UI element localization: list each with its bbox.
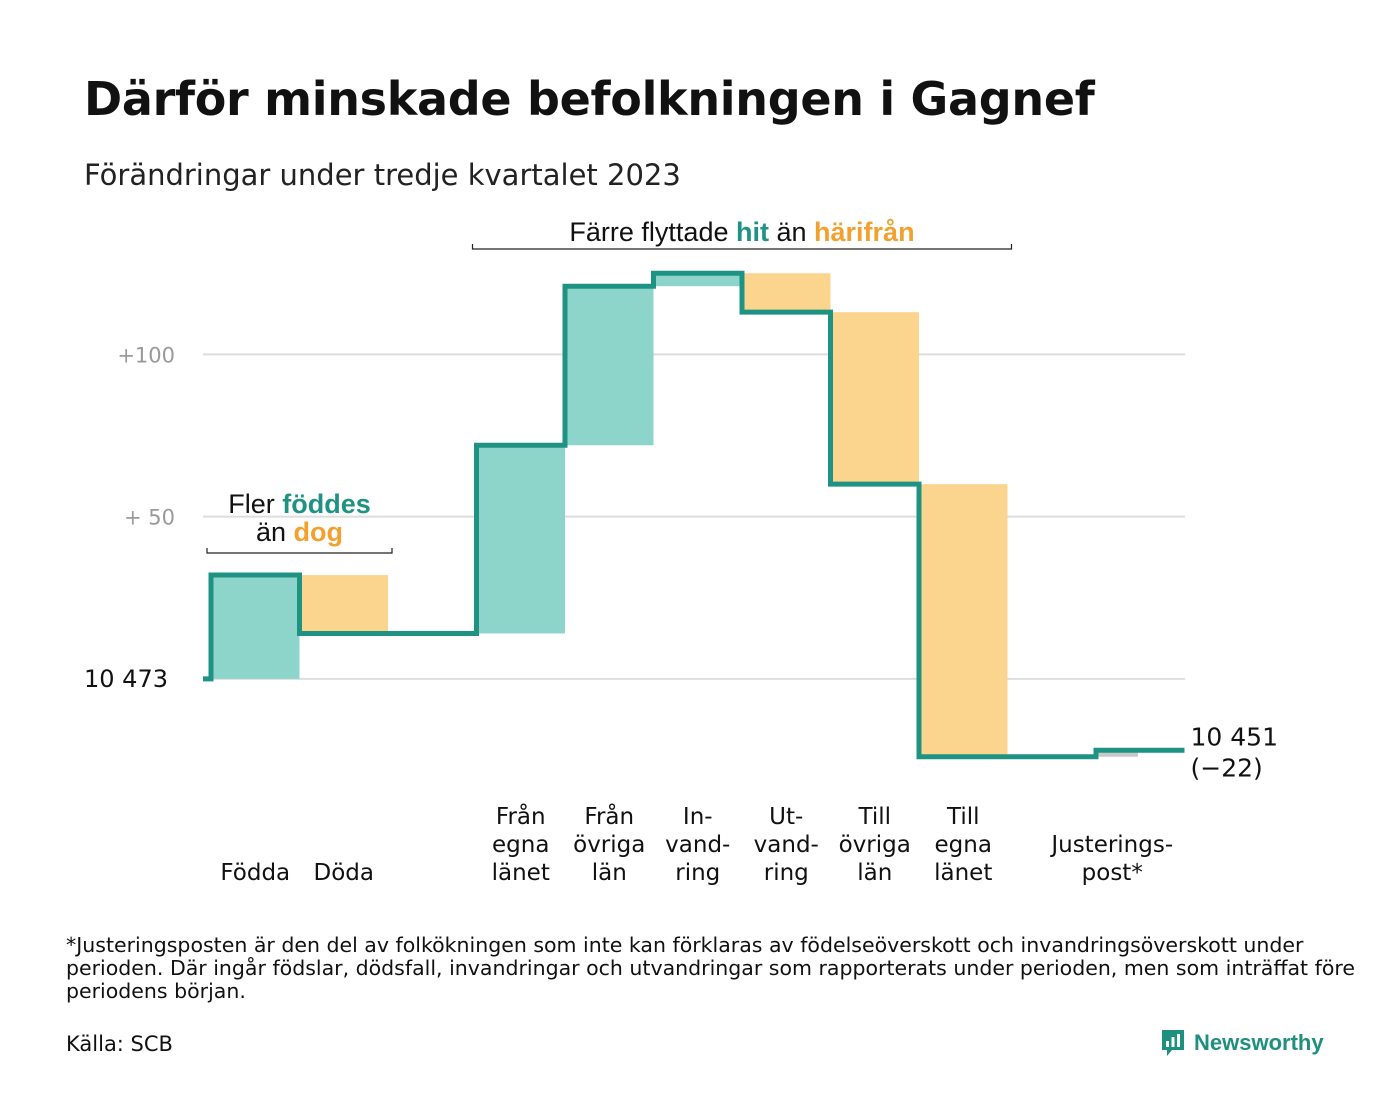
category-label: Ut-vand-ring [754,804,819,886]
end-value-label: 10 451 [1191,722,1278,751]
page-title: Därför minskade befolkningen i Gagnef [84,72,1095,126]
waterfall-bar [1096,750,1138,757]
annotation-bracket [471,244,1013,250]
annotation-births-line1: Fler föddes [228,489,371,519]
category-label: In-vand-ring [665,804,730,886]
waterfall-bar [565,286,654,446]
category-label: Från egna länet [492,802,550,886]
brand-name: Newsworthy [1194,1030,1324,1055]
category-label: Från övriga län [573,802,645,886]
waterfall-bar [476,445,565,634]
waterfall-bar [299,575,388,634]
waterfall-bar [919,484,1008,757]
category-label: Döda [314,860,374,886]
waterfall-bar [742,273,831,313]
brand[interactable]: Newsworthy [1160,1028,1324,1058]
waterfall-bar [653,273,742,287]
annotation-births-line2: än dog [256,517,343,547]
waterfall-bar [211,575,300,679]
waterfall-line [203,270,1185,760]
annotation-moves: Färre flyttade hit än härifrån [569,217,914,247]
y-tick-label: + 50 [124,506,175,530]
newsworthy-logo-icon [1162,1030,1184,1056]
end-change-label: (−22) [1191,753,1263,782]
category-label: Justerings-post* [1049,832,1173,886]
category-label: Födda [220,860,290,886]
waterfall-bar [830,312,919,485]
category-label: Till egna länet [934,804,992,886]
waterfall-chart: +100 + 50 10 473 10 451(−22) Födda Döda Från eg… [84,217,1278,886]
category-label: Till övriga län [839,804,911,886]
y-tick-label: +100 [117,343,175,367]
footnote: *Justeringsposten är den del av folkökni… [66,933,1355,1003]
source-note: Källa: SCB [66,1032,173,1056]
annotation-bracket [206,548,393,554]
start-value-label: 10 473 [84,665,168,693]
page-subtitle: Förändringar under tredje kvartalet 2023 [84,158,681,192]
